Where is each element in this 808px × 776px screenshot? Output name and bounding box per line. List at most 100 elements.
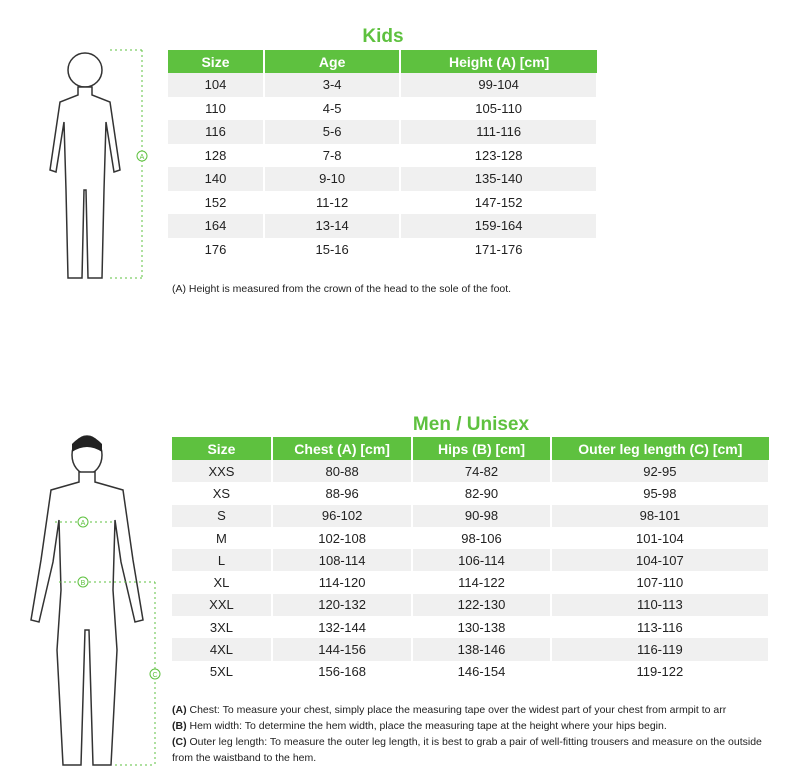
table-cell: 80-88 xyxy=(271,460,414,483)
note-c: (C) Outer leg length: To measure the out… xyxy=(172,736,762,764)
table-cell: 102-108 xyxy=(271,526,414,550)
table-cell: XXL xyxy=(172,593,273,617)
table-cell: 90-98 xyxy=(412,504,552,527)
table-row: 5XL 156-168 146-154 119-122 xyxy=(172,660,771,683)
table-cell: 95-98 xyxy=(550,482,771,505)
table-cell: 140 xyxy=(168,167,265,191)
table-cell: 101-104 xyxy=(550,526,771,550)
table-cell: XL xyxy=(172,571,273,594)
table-cell: 104 xyxy=(168,73,265,97)
table-cell: S xyxy=(172,504,273,527)
table-cell: 98-101 xyxy=(550,504,771,527)
table-cell: 105-110 xyxy=(400,96,598,120)
table-cell: 147-152 xyxy=(400,190,598,214)
table-cell: 92-95 xyxy=(550,460,771,483)
kids-title: Kids xyxy=(362,26,404,47)
table-cell: 82-90 xyxy=(412,482,552,505)
table-cell: 108-114 xyxy=(271,549,414,572)
header-row: Size Chest (A) [cm] Hips (B) [cm] Outer leg… xyxy=(172,437,769,460)
table-cell: 3XL xyxy=(172,616,273,639)
column-header: Outer leg length (C) [cm] xyxy=(550,437,769,460)
table-cell: 110-113 xyxy=(550,593,771,617)
kids-size-table: Size Age Height (A) [cm] 104 3-4 99-104 110 4-5… xyxy=(168,50,598,261)
column-header: Size xyxy=(172,437,273,460)
column-header: Hips (B) [cm] xyxy=(412,437,552,460)
column-header: Size xyxy=(168,50,265,73)
table-cell: 74-82 xyxy=(412,460,552,483)
table-cell: 15-16 xyxy=(263,237,402,261)
table-cell: 123-128 xyxy=(400,143,598,167)
table-cell: 106-114 xyxy=(412,549,552,572)
column-header: Age xyxy=(263,50,402,73)
men-size-table: Size Chest (A) [cm] Hips (B) [cm] Outer leg… xyxy=(172,437,771,683)
table-cell: 116-119 xyxy=(550,638,771,661)
table-cell: 114-122 xyxy=(412,571,552,594)
table-cell: 135-140 xyxy=(400,167,598,191)
table-cell: XXS xyxy=(172,460,273,483)
table-row: 3XL 132-144 130-138 113-116 xyxy=(172,616,771,639)
table-cell: XS xyxy=(172,482,273,505)
table-row: 164 13-14 159-164 xyxy=(168,214,598,238)
table-cell: 88-96 xyxy=(271,482,414,505)
table-row: 176 15-16 171-176 xyxy=(168,237,598,261)
table-cell: 146-154 xyxy=(412,660,552,683)
table-row: 4XL 144-156 138-146 116-119 xyxy=(172,638,771,661)
table-row: XL 114-120 114-122 107-110 xyxy=(172,571,771,594)
table-cell: 171-176 xyxy=(400,237,598,261)
table-cell: 114-120 xyxy=(271,571,414,594)
marker-a: A xyxy=(81,520,86,527)
column-header: Height (A) [cm] xyxy=(400,50,597,73)
table-cell: 176 xyxy=(168,237,265,261)
note-a: (A) Chest: To measure your chest, simply… xyxy=(172,704,727,716)
kids-note: (A) Height is measured from the crown of… xyxy=(172,283,512,295)
table-row: XXS 80-88 74-82 92-95 xyxy=(172,460,771,483)
table-cell: 128 xyxy=(168,143,265,167)
table-cell: M xyxy=(172,526,273,550)
table-cell: 130-138 xyxy=(412,616,552,639)
table-row: L 108-114 106-114 104-107 xyxy=(172,549,771,572)
table-cell: 122-130 xyxy=(412,593,552,617)
table-cell: 3-4 xyxy=(263,73,402,97)
table-cell: 144-156 xyxy=(271,638,414,661)
table-row: 128 7-8 123-128 xyxy=(168,143,598,167)
men-notes: (A) Chest: To measure your chest, simply… xyxy=(172,702,772,766)
table-cell: 5-6 xyxy=(263,120,402,144)
table-cell: 13-14 xyxy=(263,214,402,238)
table-row: 110 4-5 105-110 xyxy=(168,96,598,120)
table-row: XXL 120-132 122-130 110-113 xyxy=(172,593,771,617)
table-row: S 96-102 90-98 98-101 xyxy=(172,504,771,527)
header-row: Size Age Height (A) [cm] xyxy=(168,50,597,73)
table-cell: 113-116 xyxy=(550,616,771,639)
table-row: 140 9-10 135-140 xyxy=(168,167,598,191)
table-row: 152 11-12 147-152 xyxy=(168,190,598,214)
men-title: Men / Unisex xyxy=(412,414,530,435)
table-cell: 156-168 xyxy=(271,660,414,683)
table-cell: 138-146 xyxy=(412,638,552,661)
table-cell: 11-12 xyxy=(263,190,402,214)
kids-figure-icon: A xyxy=(49,49,148,279)
table-cell: 132-144 xyxy=(271,616,414,639)
table-cell: 99-104 xyxy=(400,73,598,97)
table-row: 116 5-6 111-116 xyxy=(168,120,598,144)
marker-c: C xyxy=(152,672,157,679)
table-cell: 110 xyxy=(168,96,265,120)
table-cell: 98-106 xyxy=(412,526,552,550)
table-cell: 120-132 xyxy=(271,593,414,617)
table-row: XS 88-96 82-90 95-98 xyxy=(172,482,771,505)
table-cell: 107-110 xyxy=(550,571,771,594)
marker-b: B xyxy=(81,580,86,587)
table-cell: 104-107 xyxy=(550,549,771,572)
table-cell: 111-116 xyxy=(400,120,598,144)
column-header: Chest (A) [cm] xyxy=(271,437,414,460)
table-cell: 119-122 xyxy=(550,660,771,683)
table-cell: 159-164 xyxy=(400,214,598,238)
table-cell: 9-10 xyxy=(263,167,402,191)
table-cell: L xyxy=(172,549,273,572)
table-row: 104 3-4 99-104 xyxy=(168,73,598,97)
note-b: (B) Hem width: To determine the hem widt… xyxy=(172,720,667,732)
table-cell: 4-5 xyxy=(263,96,402,120)
marker-a: A xyxy=(140,154,145,161)
table-row: M 102-108 98-106 101-104 xyxy=(172,526,771,550)
table-cell: 96-102 xyxy=(271,504,414,527)
table-cell: 4XL xyxy=(172,638,273,661)
